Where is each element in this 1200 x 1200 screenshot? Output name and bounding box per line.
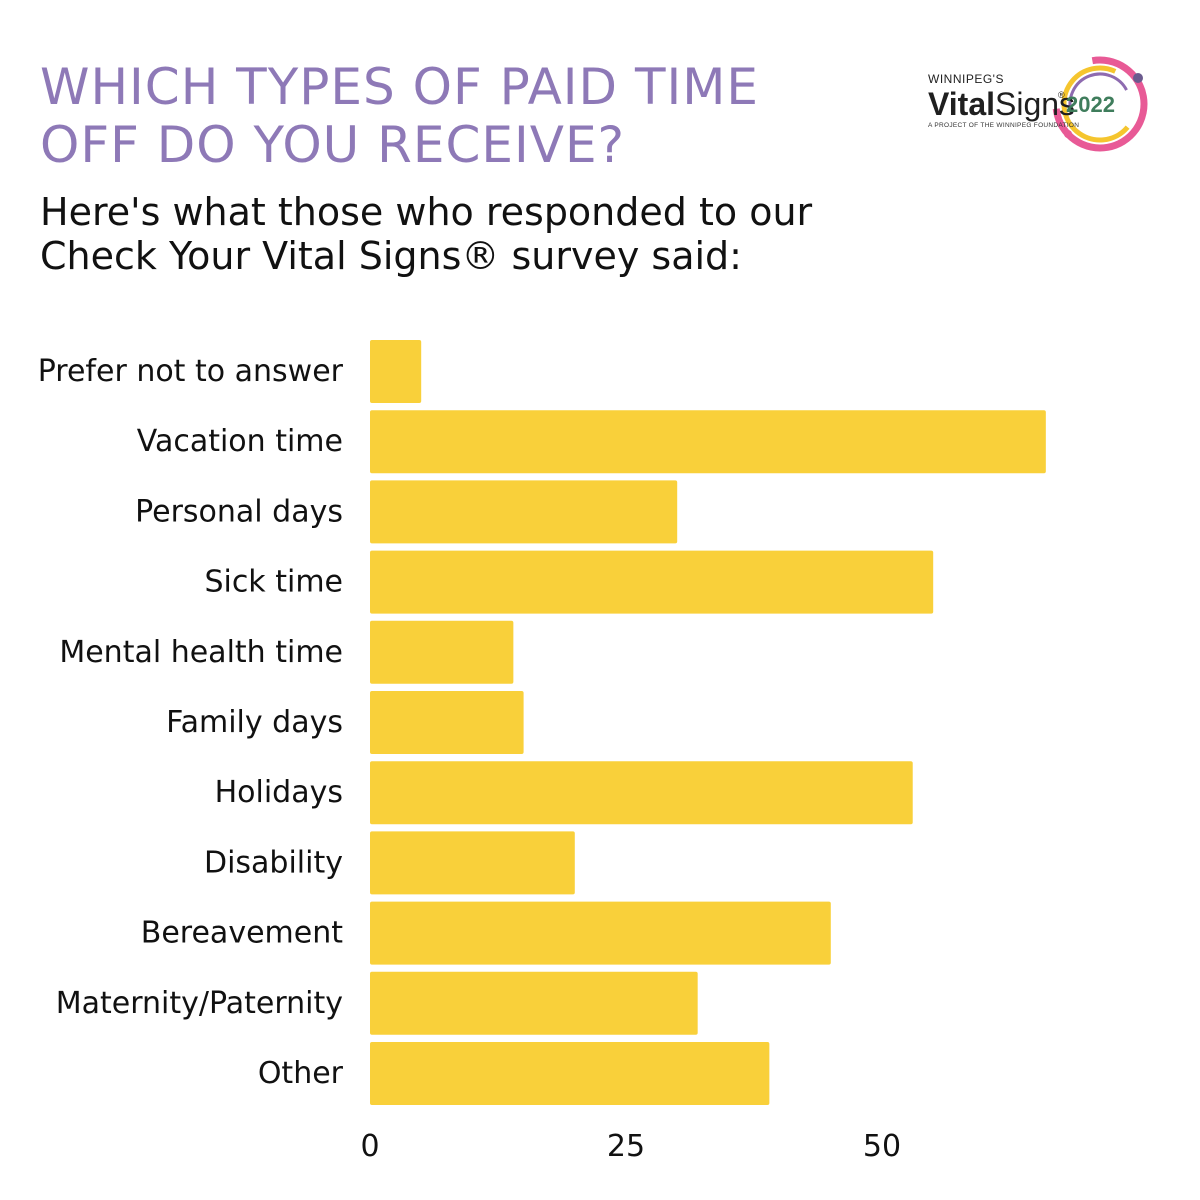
logo-ring-icon — [1052, 56, 1148, 152]
bar-prefer-not-to-answer — [370, 340, 422, 403]
category-label-bereavement: Bereavement — [141, 916, 343, 951]
bar-family-days — [370, 691, 524, 754]
x-tick-label-0: 0 — [360, 1129, 379, 1164]
vital-signs-logo: WINNIPEG'S VitalSigns ® 2022 A PROJECT O… — [920, 52, 1160, 162]
bar-bereavement — [370, 901, 831, 965]
bar-maternity-paternity — [370, 971, 698, 1035]
bar-mental-health-time — [370, 620, 514, 684]
category-label-holidays: Holidays — [215, 775, 343, 810]
chart-title: WHICH TYPES OF PAID TIME OFF DO YOU RECE… — [40, 58, 759, 174]
bar-other — [370, 1042, 770, 1105]
bar-chart: Prefer not to answer Vacation time Persona… — [38, 340, 1046, 1164]
logo-brand: VitalSigns — [928, 84, 1075, 124]
bar-personal-days — [370, 480, 678, 544]
bar-sick-time — [370, 550, 934, 614]
category-label-disability: Disability — [204, 845, 343, 880]
category-label-family-days: Family days — [166, 705, 343, 740]
logo-pretext: WINNIPEG'S — [928, 72, 1004, 86]
category-label-prefer-not-to-answer: Prefer not to answer — [38, 354, 344, 389]
x-tick-label-25: 25 — [607, 1129, 645, 1164]
category-label-mental-health-time: Mental health time — [59, 635, 343, 670]
bar-holidays — [370, 761, 913, 825]
category-labels-group: Prefer not to answer Vacation time Persona… — [38, 354, 344, 1091]
logo-brand-light: Signs — [995, 86, 1076, 122]
x-tick-label-50: 50 — [863, 1129, 901, 1164]
chart-subtitle: Here's what those who responded to our C… — [40, 190, 813, 278]
logo-registered-mark: ® — [1058, 90, 1065, 100]
bars-group — [370, 340, 1046, 1105]
bar-vacation-time — [370, 410, 1046, 474]
bar-disability — [370, 831, 575, 895]
x-tick-labels-group: 0 25 50 — [360, 1129, 901, 1164]
logo-year: 2022 — [1066, 92, 1115, 117]
category-label-other: Other — [258, 1056, 344, 1091]
category-label-personal-days: Personal days — [135, 494, 343, 529]
logo-brand-bold: Vital — [928, 86, 995, 122]
category-label-maternity-paternity: Maternity/Paternity — [56, 986, 343, 1021]
logo-tagline: A PROJECT OF THE WINNIPEG FOUNDATION — [928, 122, 1080, 129]
category-label-sick-time: Sick time — [204, 565, 343, 600]
category-label-vacation-time: Vacation time — [137, 424, 343, 459]
